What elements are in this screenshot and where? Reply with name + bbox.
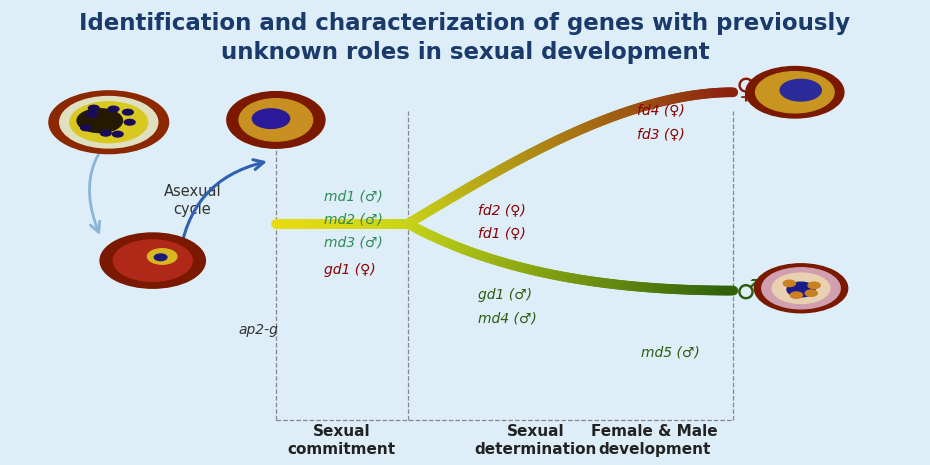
Text: fd3 (♀): fd3 (♀) (636, 127, 684, 141)
Circle shape (123, 109, 133, 115)
Text: ap2-g: ap2-g (238, 323, 278, 337)
Text: gd1 (♀): gd1 (♀) (325, 263, 376, 277)
Text: Sexual
commitment: Sexual commitment (287, 425, 396, 457)
Text: gd1 (♂): gd1 (♂) (478, 288, 532, 302)
Text: fd4 (♀): fd4 (♀) (636, 104, 684, 118)
Circle shape (783, 280, 795, 286)
Circle shape (49, 91, 168, 153)
Circle shape (805, 290, 817, 296)
Circle shape (746, 66, 844, 118)
Text: Identification and characterization of genes with previously
unknown roles in se: Identification and characterization of g… (79, 12, 851, 64)
Text: ♂: ♂ (736, 277, 761, 305)
Circle shape (755, 72, 834, 113)
Text: fd1 (♀): fd1 (♀) (478, 226, 526, 240)
FancyArrowPatch shape (179, 159, 264, 260)
Circle shape (154, 254, 167, 260)
Text: Female & Male
development: Female & Male development (591, 425, 717, 457)
Circle shape (125, 120, 135, 125)
Circle shape (88, 105, 100, 111)
Text: fd2 (♀): fd2 (♀) (478, 203, 526, 217)
Circle shape (81, 125, 91, 131)
Circle shape (252, 109, 289, 128)
Ellipse shape (227, 92, 325, 148)
Circle shape (148, 249, 177, 264)
Circle shape (113, 131, 123, 137)
Text: Sexual
determination: Sexual determination (474, 425, 596, 457)
Text: md5 (♂): md5 (♂) (641, 346, 699, 360)
FancyArrowPatch shape (89, 113, 144, 232)
Circle shape (60, 97, 158, 148)
Circle shape (100, 130, 112, 136)
Text: md4 (♂): md4 (♂) (478, 311, 537, 325)
Text: md3 (♂): md3 (♂) (325, 235, 383, 249)
Circle shape (790, 292, 803, 299)
Circle shape (113, 240, 193, 281)
Circle shape (100, 233, 206, 288)
Circle shape (754, 264, 847, 313)
Circle shape (86, 112, 98, 117)
Circle shape (77, 109, 123, 133)
Circle shape (772, 273, 830, 304)
Ellipse shape (239, 99, 312, 141)
Circle shape (787, 282, 815, 297)
Circle shape (780, 80, 821, 101)
Text: Asexual
cycle: Asexual cycle (164, 185, 221, 217)
Circle shape (808, 282, 820, 288)
Text: md2 (♂): md2 (♂) (325, 212, 383, 226)
Circle shape (762, 268, 840, 309)
Text: ♀: ♀ (736, 76, 756, 104)
Circle shape (108, 106, 119, 112)
Circle shape (70, 102, 148, 143)
Text: md1 (♂): md1 (♂) (325, 189, 383, 203)
